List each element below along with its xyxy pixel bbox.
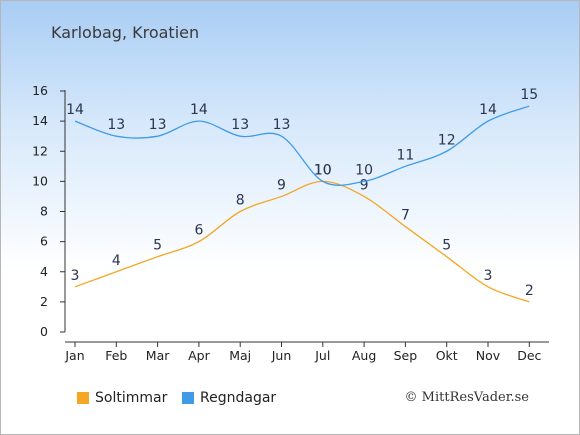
- x-tick-label: Okt: [436, 348, 458, 363]
- legend-swatch-soltimmar: [77, 392, 89, 404]
- data-label-soltimmar: 5: [442, 238, 451, 254]
- x-tick-label: Jul: [314, 348, 330, 363]
- data-label-soltimmar: 9: [360, 177, 369, 193]
- data-label-soltimmar: 9: [277, 177, 286, 193]
- x-tick-label: Maj: [229, 348, 251, 363]
- y-tick-label: 16: [32, 83, 48, 98]
- x-tick-label: Sep: [394, 348, 418, 363]
- y-tick-label: 0: [40, 324, 48, 339]
- data-label-soltimmar: 2: [525, 283, 534, 299]
- legend-item-soltimmar: Soltimmar: [77, 390, 167, 406]
- data-label-regndagar: 13: [107, 117, 125, 133]
- x-tick-label: Feb: [105, 348, 127, 363]
- x-tick-label: Aug: [352, 348, 376, 363]
- data-label-soltimmar: 10: [314, 162, 332, 178]
- data-label-regndagar: 10: [355, 162, 373, 178]
- series-line-soltimmar: [74, 180, 530, 303]
- x-tick-label: Dec: [517, 348, 541, 363]
- data-label-regndagar: 11: [396, 147, 414, 163]
- y-tick-label: 8: [40, 204, 48, 219]
- data-label-regndagar: 10: [314, 162, 332, 178]
- legend-label-soltimmar: Soltimmar: [95, 390, 168, 406]
- data-label-soltimmar: 6: [194, 223, 203, 239]
- data-label-regndagar: 14: [479, 102, 497, 118]
- credit-text: © MittResVader.se: [404, 390, 529, 405]
- data-label-soltimmar: 7: [401, 208, 410, 224]
- y-tick-label: 6: [40, 234, 48, 249]
- data-label-soltimmar: 3: [71, 268, 80, 284]
- data-label-soltimmar: 4: [112, 253, 121, 269]
- data-label-soltimmar: 5: [153, 238, 162, 254]
- data-label-regndagar: 13: [273, 117, 291, 133]
- x-tick-label: Jun: [271, 348, 292, 363]
- legend-label-regndagar: Regndagar: [200, 390, 277, 406]
- chart-title: Karlobag, Kroatien: [51, 23, 200, 42]
- data-label-regndagar: 14: [190, 102, 208, 118]
- y-tick-label: 12: [32, 143, 48, 158]
- data-label-regndagar: 12: [438, 132, 456, 148]
- x-tick-label: Jan: [64, 348, 84, 363]
- x-tick-label: Apr: [188, 348, 210, 363]
- legend-swatch-regndagar: [182, 392, 194, 404]
- series-line-regndagar: [74, 105, 530, 186]
- data-label-regndagar: 14: [66, 102, 84, 118]
- data-label-soltimmar: 8: [236, 193, 245, 209]
- data-label-regndagar: 15: [520, 87, 538, 103]
- data-label-regndagar: 13: [149, 117, 167, 133]
- y-tick-label: 10: [32, 173, 48, 188]
- data-label-regndagar: 13: [231, 117, 249, 133]
- y-tick-label: 4: [40, 264, 48, 279]
- data-label-soltimmar: 3: [484, 268, 493, 284]
- y-tick-label: 14: [32, 113, 48, 128]
- x-tick-label: Nov: [476, 348, 501, 363]
- legend-item-regndagar: Regndagar: [182, 390, 276, 406]
- x-tick-label: Mar: [146, 348, 170, 363]
- y-tick-label: 2: [40, 294, 48, 309]
